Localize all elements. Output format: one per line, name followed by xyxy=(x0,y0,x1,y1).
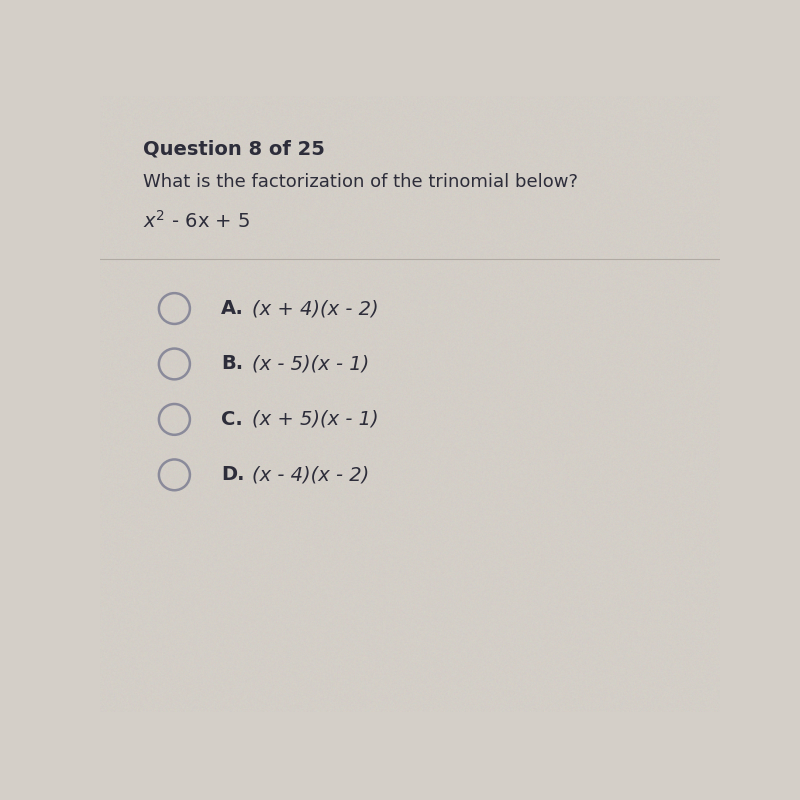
Text: D.: D. xyxy=(221,466,245,484)
Text: C.: C. xyxy=(221,410,242,429)
Text: $x^2$ - 6x + 5: $x^2$ - 6x + 5 xyxy=(143,210,250,232)
Text: (x - 4)(x - 2): (x - 4)(x - 2) xyxy=(252,466,369,484)
Text: (x + 4)(x - 2): (x + 4)(x - 2) xyxy=(252,299,378,318)
Text: (x + 5)(x - 1): (x + 5)(x - 1) xyxy=(252,410,378,429)
Text: B.: B. xyxy=(221,354,243,374)
Text: A.: A. xyxy=(221,299,244,318)
Text: What is the factorization of the trinomial below?: What is the factorization of the trinomi… xyxy=(143,173,578,191)
Text: (x - 5)(x - 1): (x - 5)(x - 1) xyxy=(252,354,369,374)
Text: Question 8 of 25: Question 8 of 25 xyxy=(143,139,326,158)
